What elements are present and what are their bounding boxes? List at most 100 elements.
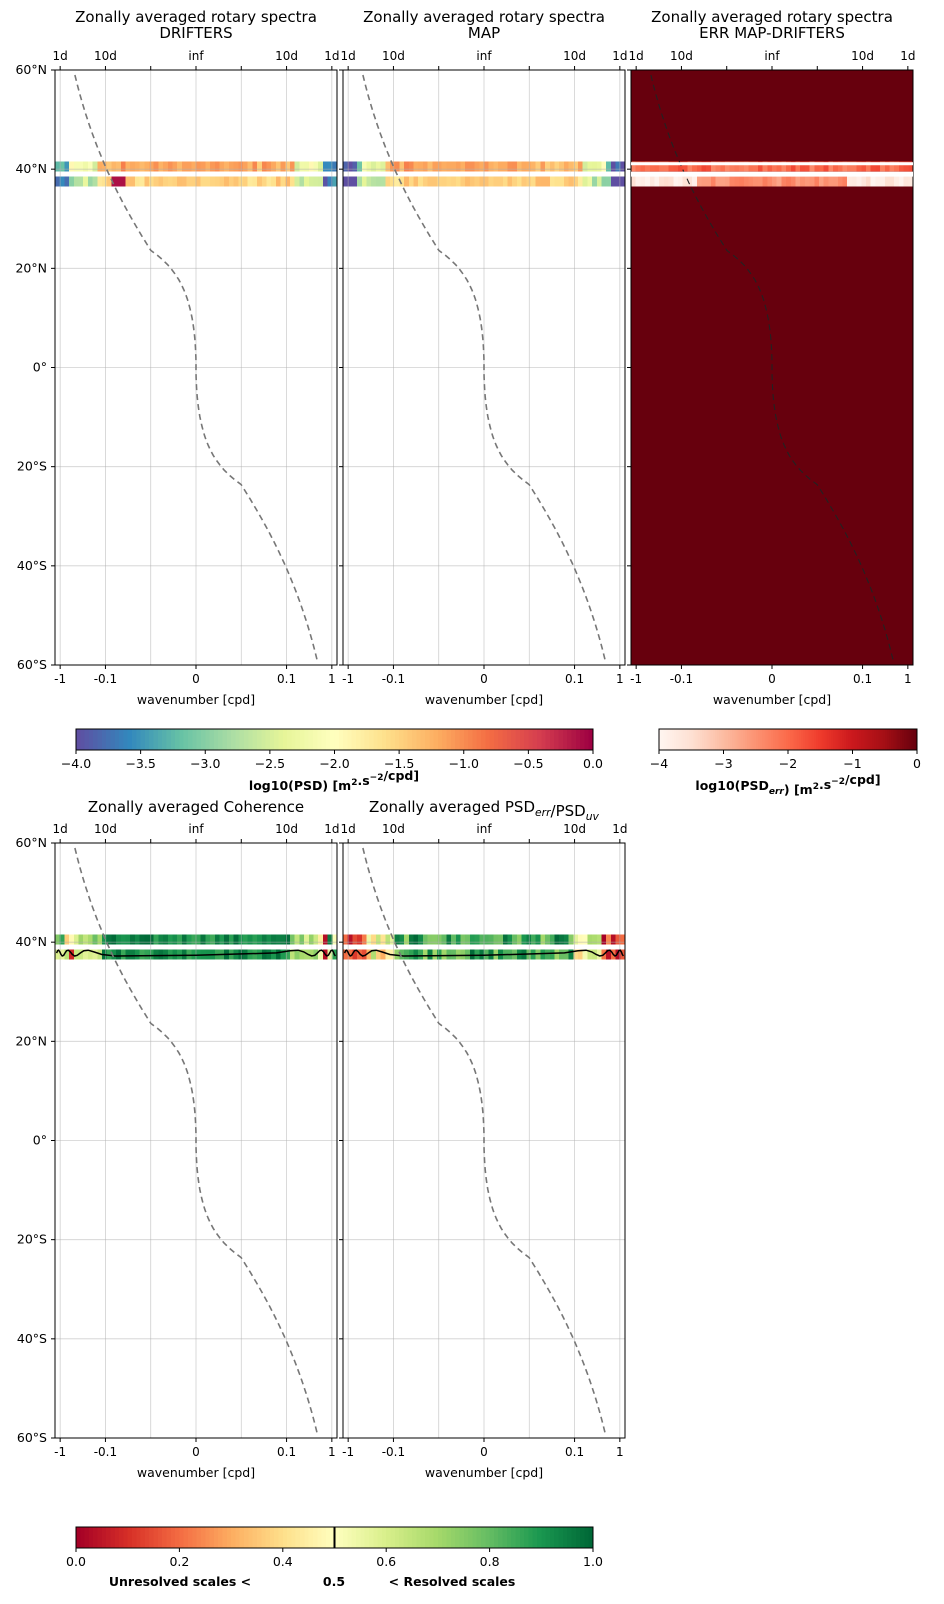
colorbar-psd-swatch [360,729,366,750]
coherence-xtick-label: 0.1 [277,1445,296,1459]
drifters-heat-cell [163,176,169,187]
map-heat-cell [535,176,541,187]
colorbar-err-swatch [665,729,669,750]
err-heat-cell [800,161,806,172]
map-heat-cell [390,176,396,187]
map-xtick-label: -0.1 [382,672,405,686]
colorbar-coherence-swatch [300,1527,305,1548]
err-heat-cell [631,176,637,187]
drifters-heat-cell [191,161,197,172]
drifters-heat-cell [87,176,93,187]
drifters-heat-cell [233,161,239,172]
colorbar-psd-swatch [188,729,193,750]
colorbar-coherence-swatch [519,1527,525,1548]
colorbar-psd-swatch [295,729,301,750]
colorbar-coherence-swatch [269,1527,275,1548]
colorbar-err-swatch [803,729,806,750]
err-heat-cell [692,161,698,172]
colorbar-psd-swatch [446,729,452,750]
colorbar-err-swatch [691,729,694,750]
colorbar-psd-swatch [256,729,262,750]
err-heat-cell [823,161,829,172]
colorbar-psd-swatch [93,729,99,750]
colorbar-coherence-tick-label: 0.8 [480,1554,500,1569]
colorbar-err-swatch [738,729,742,750]
coherence-heat-cell [120,934,126,945]
err-heat-cell [645,161,651,172]
map-heat-cell [512,176,518,187]
ratio-heat-cell [545,949,551,960]
coherence-heat-cell [163,949,169,960]
drifters-heat-cell [304,176,310,187]
map-heat-cell [465,161,471,172]
colorbar-err-swatch [697,729,701,750]
drifters-heat-cell [308,161,314,172]
colorbar-err-swatch [839,729,843,750]
err-heat-cell [696,161,702,172]
colorbar-psd-swatch [252,729,258,750]
drifters-heat-cell [125,161,131,172]
colorbar-psd-swatch [278,729,284,750]
colorbar-psd-swatch [549,729,555,750]
map-heat-cell [484,176,490,187]
colorbar-psd-swatch [114,729,120,750]
coherence-ytick-label: 0° [33,1133,47,1148]
colorbar-coherence-swatch [308,1527,314,1548]
drifters-heat-cell [327,176,333,187]
colorbar-err-swatch [811,729,815,750]
ratio-heat-cell [460,949,466,960]
drifters-top-tick-label: 10d [275,49,298,63]
coherence-heat-cell [266,949,272,960]
ratio-xlabel: wavenumber [cpd] [425,1465,543,1480]
colorbar-psd-swatch [532,729,538,750]
colorbar-coherence-swatch [360,1527,366,1548]
err-heat-cell [678,176,684,187]
map-title: Zonally averaged rotary spectra [363,8,605,26]
ratio-heat-cell [535,934,541,945]
colorbar-coherence-swatch [489,1527,495,1548]
ratio-heat-cell [502,934,508,945]
coherence-heat-cell [294,949,300,960]
map-heat-cell [347,176,353,187]
colorbar-psd-swatch [485,729,491,750]
ratio-heat-cell [366,934,372,945]
ratio-heat-cell [432,949,438,960]
ratio-heat-cell [437,934,443,945]
drifters-heat-cell [327,161,333,172]
map-heat-cell [352,161,358,172]
map-heat-cell [573,176,579,187]
coherence-heat-cell [304,949,310,960]
map-subtitle: MAP [468,24,500,42]
colorbar-psd-swatch [317,729,323,750]
drifters-heat-cell [233,176,239,187]
map-heat-cell [352,176,358,187]
colorbar-coherence: 0.0 0.2 0.4 0.6 0.8 1.0 [66,1526,603,1569]
colorbar-coherence-swatch [317,1527,323,1548]
colorbar-psd-swatch [536,729,542,750]
err-heat-cell [734,176,740,187]
colorbar-psd-swatch [166,729,172,750]
err-heat-cell [894,176,900,187]
drifters-heat-cell [285,161,291,172]
colorbar-coherence-swatch [502,1527,508,1548]
map-heat-cell [437,161,443,172]
ratio-heat-cell [484,934,490,945]
colorbar-psd-swatch [110,729,116,750]
ratio-heat-cell [549,934,555,945]
ratio-heat-cell [380,934,386,945]
colorbar-coherence-swatch [386,1527,392,1548]
colorbar-psd-swatch [541,729,547,750]
map-heat-cell [596,161,602,172]
drifters-heat-cell [139,161,145,172]
colorbar-err-swatch [861,729,864,750]
colorbar-err-swatch [760,729,763,750]
colorbar-err-swatch [680,729,684,750]
colorbar-psd-swatch [321,729,327,750]
ratio-heat-cell [620,934,626,945]
drifters-heat-cell [106,161,112,172]
err-heat-cell [819,176,825,187]
err-heat-cell [734,161,740,172]
err-heat-cell [908,176,914,187]
colorbar-psd-tick-label: −3.0 [190,756,220,771]
drifters-heat-cell [149,161,155,172]
